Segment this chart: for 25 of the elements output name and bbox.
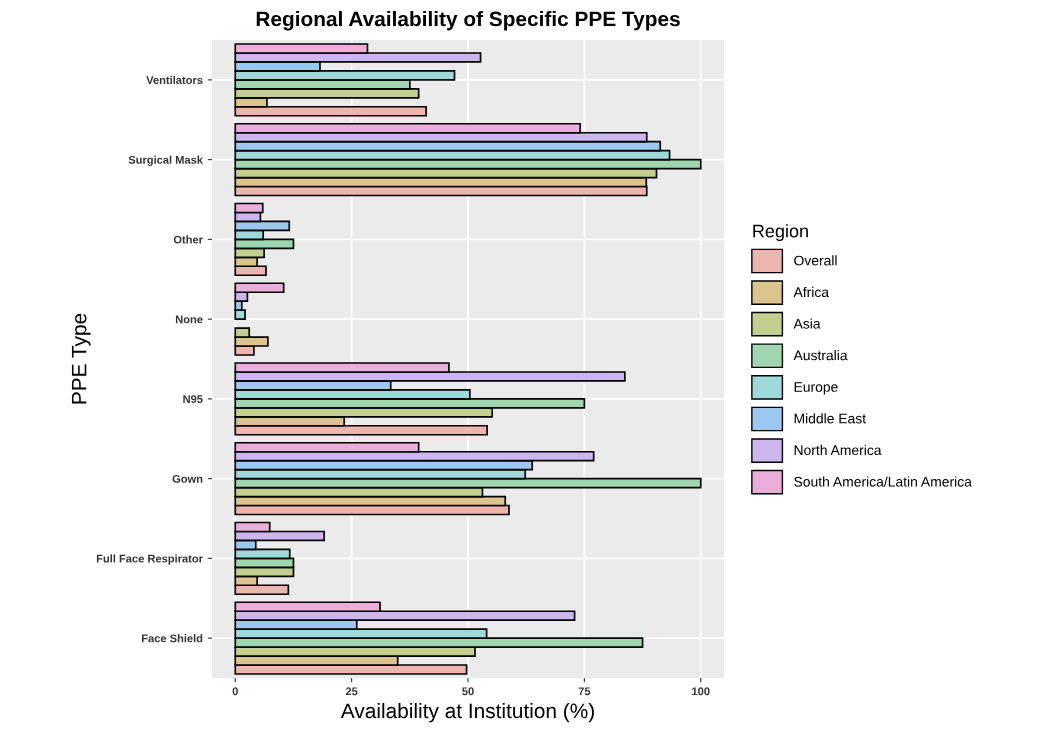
y-tick-label: Ventilators: [146, 75, 203, 85]
x-tick-label: 0: [232, 687, 238, 696]
y-tick-label: Full Face Respirator: [96, 554, 203, 565]
legend-label: North America: [794, 444, 882, 456]
chart-title: Regional Availability of Specific PPE Types: [256, 11, 680, 31]
y-tick-label: Other: [173, 235, 203, 244]
legend-label: Europe: [794, 382, 838, 395]
y-tick-label: N95: [183, 395, 203, 404]
legend-label: Australia: [793, 350, 848, 361]
x-tick-label: 25: [345, 687, 358, 696]
x-tick-label: 100: [692, 687, 710, 696]
y-tick-label: None: [175, 315, 203, 324]
x-tick-label: 50: [462, 687, 474, 696]
x-axis-title: Availability at Institution (%): [340, 702, 594, 723]
legend-label: South America/Latin America: [794, 476, 972, 487]
legend-label: Africa: [793, 286, 830, 298]
y-tick-label: Gown: [172, 474, 203, 483]
y-axis-title: PPE Type: [71, 313, 91, 404]
y-tick-label: Surgical Mask: [128, 155, 203, 167]
legend-label: Overall: [794, 255, 837, 266]
legend-label: Middle East: [794, 413, 866, 424]
y-tick-label: Face Shield: [141, 634, 203, 643]
legend-title: Region: [753, 224, 808, 242]
x-tick-label: 75: [578, 687, 591, 696]
legend-label: Asia: [793, 318, 821, 329]
